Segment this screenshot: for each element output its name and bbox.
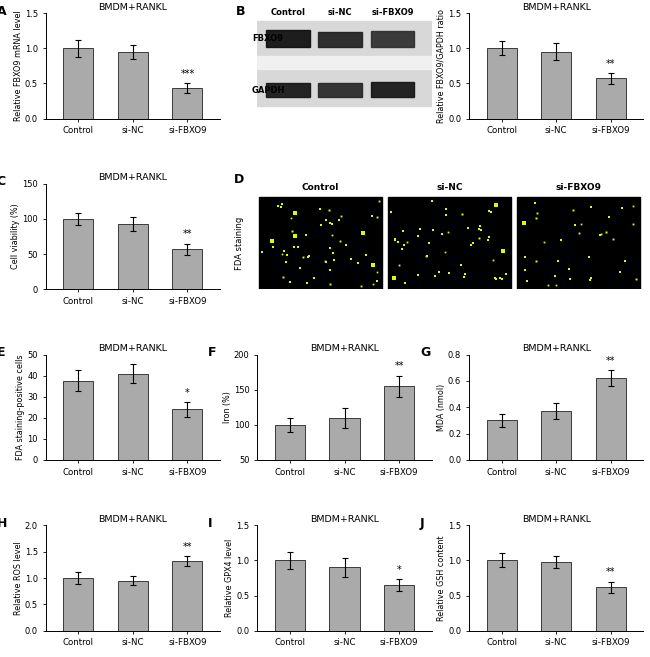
Title: BMDM+RANKL: BMDM+RANKL <box>98 344 167 353</box>
Text: si-NC: si-NC <box>436 183 463 193</box>
Text: C: C <box>0 175 6 189</box>
Y-axis label: Cell viability (%): Cell viability (%) <box>11 204 20 269</box>
Bar <box>370 81 415 97</box>
Text: F: F <box>208 346 216 359</box>
Text: B: B <box>236 5 246 18</box>
Text: E: E <box>0 346 5 359</box>
Bar <box>63 578 93 631</box>
Text: *: * <box>185 388 190 397</box>
Y-axis label: Relative FBXO9 mRNA level: Relative FBXO9 mRNA level <box>14 11 23 121</box>
Bar <box>257 69 432 106</box>
Bar <box>541 411 571 460</box>
Title: BMDM+RANKL: BMDM+RANKL <box>98 515 167 524</box>
Text: *: * <box>396 565 402 576</box>
Bar <box>172 409 202 460</box>
Text: G: G <box>420 346 430 359</box>
Bar <box>63 381 93 460</box>
Text: FBXO9: FBXO9 <box>252 34 283 43</box>
Bar <box>517 196 640 289</box>
Title: BMDM+RANKL: BMDM+RANKL <box>522 3 591 12</box>
Bar <box>596 587 626 631</box>
Text: si-FBXO9: si-FBXO9 <box>555 183 601 193</box>
Bar <box>596 78 626 118</box>
Bar <box>172 88 202 118</box>
Y-axis label: Iron (%): Iron (%) <box>223 392 231 423</box>
Bar <box>384 585 414 631</box>
Bar <box>266 30 309 47</box>
Bar <box>118 374 148 460</box>
Bar <box>275 560 305 631</box>
Bar <box>487 420 517 460</box>
Y-axis label: Relative GSH content: Relative GSH content <box>437 535 446 621</box>
Text: A: A <box>0 5 6 18</box>
Bar <box>257 20 432 57</box>
Bar <box>63 219 93 289</box>
Title: BMDM+RANKL: BMDM+RANKL <box>522 515 591 524</box>
Bar <box>318 32 362 47</box>
Bar <box>118 52 148 118</box>
Bar <box>318 83 362 97</box>
Bar <box>275 425 305 495</box>
Text: H: H <box>0 517 7 530</box>
Title: BMDM+RANKL: BMDM+RANKL <box>98 173 167 183</box>
Bar <box>330 568 359 631</box>
Text: **: ** <box>183 229 192 239</box>
Bar <box>330 418 359 495</box>
Bar <box>370 31 415 47</box>
Bar <box>487 48 517 118</box>
Text: D: D <box>234 173 244 187</box>
Text: **: ** <box>183 541 192 552</box>
Text: Control: Control <box>270 9 306 17</box>
Bar <box>388 196 511 289</box>
Text: si-FBXO9: si-FBXO9 <box>371 9 414 17</box>
Text: I: I <box>208 517 213 530</box>
Y-axis label: MDA (nmol): MDA (nmol) <box>437 384 446 431</box>
Title: BMDM+RANKL: BMDM+RANKL <box>522 344 591 353</box>
Y-axis label: Relative FBXO9/GAPDH ratio: Relative FBXO9/GAPDH ratio <box>437 9 446 123</box>
Bar <box>266 83 309 97</box>
Title: BMDM+RANKL: BMDM+RANKL <box>310 344 379 353</box>
Text: **: ** <box>395 361 404 371</box>
Bar <box>172 561 202 631</box>
Text: **: ** <box>606 58 616 68</box>
Y-axis label: Relative GPX4 level: Relative GPX4 level <box>226 539 234 617</box>
Text: GAPDH: GAPDH <box>252 85 285 95</box>
Text: **: ** <box>606 356 616 366</box>
Bar <box>596 378 626 460</box>
Text: FDA staining: FDA staining <box>235 216 244 269</box>
Bar <box>118 224 148 289</box>
Y-axis label: FDA staining-positive cells: FDA staining-positive cells <box>16 355 25 460</box>
Bar <box>259 196 382 289</box>
Text: **: ** <box>606 568 616 578</box>
Title: BMDM+RANKL: BMDM+RANKL <box>98 3 167 12</box>
Text: Control: Control <box>302 183 339 193</box>
Text: si-NC: si-NC <box>328 9 352 17</box>
Bar <box>118 581 148 631</box>
Bar <box>541 52 571 118</box>
Bar <box>257 57 432 69</box>
Text: ***: *** <box>180 69 194 79</box>
Bar <box>172 249 202 289</box>
Y-axis label: Relative ROS level: Relative ROS level <box>14 541 23 615</box>
Title: BMDM+RANKL: BMDM+RANKL <box>310 515 379 524</box>
Bar <box>487 560 517 631</box>
Bar <box>384 386 414 495</box>
Text: J: J <box>420 517 424 530</box>
Bar <box>541 562 571 631</box>
Bar <box>63 48 93 118</box>
